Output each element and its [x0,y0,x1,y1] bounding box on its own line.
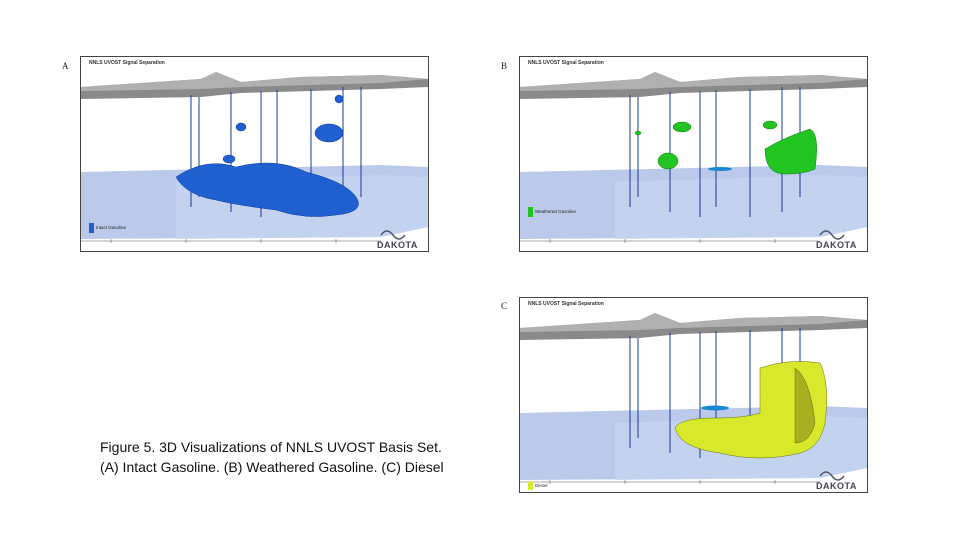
panel-header: NNLS UVOST Signal Separation [528,301,604,307]
caption-line: (A) Intact Gasoline. (B) Weathered Gasol… [100,459,444,475]
plume [708,167,732,171]
panel: NNLS UVOST Signal Separation Weathered G… [519,56,868,252]
legend-label: Intact Gasoline [96,225,127,230]
plume [634,120,817,175]
logo: DAKOTA [377,240,418,250]
plume [175,94,359,217]
legend-label: Diesel [535,483,548,488]
panel-label: A [62,61,69,71]
panel-header: NNLS UVOST Signal Separation [528,60,604,66]
panel: NNLS UVOST Signal Separation Intact Gaso… [80,56,429,252]
panel-header: NNLS UVOST Signal Separation [89,60,165,66]
plume [701,405,729,411]
panel: NNLS UVOST Signal Separation Diesel DAKO… [519,297,868,493]
plume [674,361,827,459]
panel-label: C [501,301,508,311]
panel-label: B [501,61,508,71]
logo: DAKOTA [816,240,857,250]
caption-line: Figure 5. 3D Visualizations of NNLS UVOS… [100,439,442,455]
legend-label: Weathered Gasoline [535,209,576,214]
logo: DAKOTA [816,481,857,491]
scene: NNLS UVOST Signal Separation Intact Gaso… [81,57,428,251]
caption: Figure 5. 3D Visualizations of NNLS UVOS… [100,437,444,477]
scene: NNLS UVOST Signal Separation Weathered G… [520,57,867,251]
scene: NNLS UVOST Signal Separation Diesel DAKO… [520,298,867,492]
